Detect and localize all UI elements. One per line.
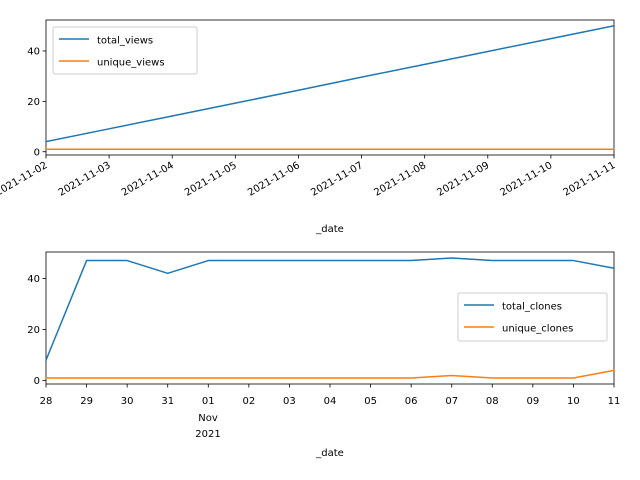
y-tick-label: 20 — [27, 97, 40, 108]
x-axis: 28 29 30 31 01 02 03 04 05 06 07 08 09 10 11 — [40, 384, 621, 407]
x-tick-label: 11 — [608, 396, 621, 407]
x-tick-label: 06 — [405, 396, 418, 407]
x-tick-year-label: 2021 — [195, 429, 220, 440]
x-tick-label: 2021-11-05 — [183, 160, 239, 199]
x-tick-label: 10 — [567, 396, 580, 407]
x-axis: 2021-11-02 2021-11-03 2021-11-04 2021-11-05… — [0, 155, 618, 199]
y-tick-label: 20 — [27, 325, 40, 336]
x-tick-label: 31 — [161, 396, 174, 407]
y-tick-label: 40 — [27, 47, 40, 58]
legend-box — [457, 292, 608, 342]
y-tick-label: 0 — [34, 147, 40, 158]
y-tick-label: 0 — [34, 376, 40, 387]
x-tick-label: 2021-11-06 — [246, 160, 302, 199]
x-tick-label: 28 — [40, 396, 53, 407]
series-lines — [45, 24, 615, 150]
x-tick-label: 2021-11-09 — [435, 160, 491, 199]
x-tick-label: 08 — [486, 396, 499, 407]
x-tick-label: 2021-11-02 — [0, 160, 50, 199]
x-axis-label: _date — [315, 224, 344, 235]
x-tick-label: 03 — [283, 396, 296, 407]
legend: total_clones unique_clones — [457, 292, 608, 342]
x-tick-label: 07 — [445, 396, 458, 407]
x-tick-label: 09 — [526, 396, 539, 407]
y-axis: 0 20 40 — [27, 47, 46, 158]
x-tick-label: 29 — [80, 396, 93, 407]
plot-area-frame — [45, 19, 615, 156]
series-line-total-views — [45, 24, 615, 143]
series-lines — [45, 257, 615, 379]
x-tick-label: 2021-11-10 — [499, 160, 555, 199]
legend-label-unique-views: unique_views — [97, 58, 165, 69]
x-tick-label: 2021-11-03 — [57, 160, 113, 199]
x-tick-label: 2021-11-07 — [309, 160, 365, 199]
legend-label-total-views: total_views — [97, 36, 153, 47]
x-tick-label: 2021-11-08 — [372, 160, 428, 199]
x-tick-label: 2021-11-04 — [120, 160, 176, 199]
x-axis-label: _date — [315, 448, 344, 459]
series-line-unique-clones — [45, 369, 615, 379]
x-tick-label: 01 — [202, 396, 215, 407]
x-tick-label: 04 — [324, 396, 337, 407]
x-tick-label: 30 — [121, 396, 134, 407]
y-axis: 0 20 40 — [27, 274, 46, 387]
x-tick-month-label: Nov — [198, 413, 218, 424]
x-tick-label: 05 — [364, 396, 377, 407]
legend-label-unique-clones: unique_clones — [502, 324, 573, 335]
y-tick-label: 40 — [27, 274, 40, 285]
clones-chart: 0 20 40 28 29 30 31 01 02 03 04 05 06 07 08 09 10 11 Nov… — [27, 251, 621, 459]
legend: total_views unique_views — [52, 26, 198, 75]
series-line-total-clones — [45, 257, 615, 362]
x-tick-label: 02 — [242, 396, 255, 407]
x-tick-label: 2021-11-11 — [562, 160, 618, 199]
legend-label-total-clones: total_clones — [502, 302, 562, 313]
